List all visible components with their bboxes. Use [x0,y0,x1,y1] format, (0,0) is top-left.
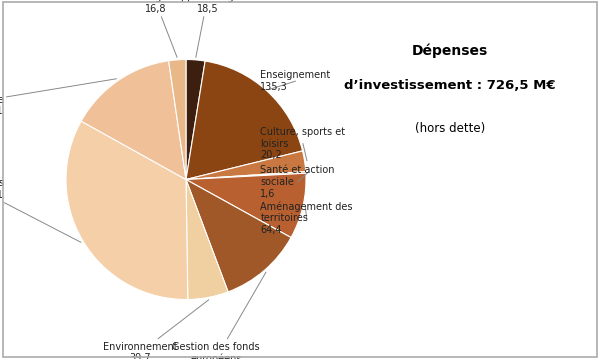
Wedge shape [186,180,228,299]
Wedge shape [186,61,302,180]
Text: Aménagement des
territoires
64,4: Aménagement des territoires 64,4 [260,201,353,235]
Wedge shape [186,172,306,180]
Wedge shape [186,151,306,180]
Text: Gestion des fonds
européens
81,8: Gestion des fonds européens 81,8 [172,272,266,359]
Wedge shape [186,173,306,238]
Text: Santé et action
sociale
1,6: Santé et action sociale 1,6 [260,165,335,199]
Text: Action économique
106,1: Action économique 106,1 [0,79,116,116]
Text: Dépenses: Dépenses [412,43,488,57]
Wedge shape [66,121,188,299]
Text: Culture, sports et
loisirs
20,2: Culture, sports et loisirs 20,2 [260,127,346,161]
Text: Environnement
39,7: Environnement 39,7 [103,300,209,359]
Text: Services généraux
16,8: Services généraux 16,8 [110,0,202,57]
Text: d’investissement : 726,5 M€: d’investissement : 726,5 M€ [344,79,556,92]
Text: Enseignement
135,3: Enseignement 135,3 [260,70,331,92]
Text: (hors dette): (hors dette) [415,122,485,135]
Text: Form. pro. et
apprenticage
18,5: Form. pro. et apprenticage 18,5 [175,0,240,57]
Wedge shape [81,61,186,180]
Wedge shape [186,180,291,292]
Wedge shape [169,60,186,180]
Text: Transports
242,1: Transports 242,1 [0,178,81,242]
Wedge shape [186,60,205,180]
